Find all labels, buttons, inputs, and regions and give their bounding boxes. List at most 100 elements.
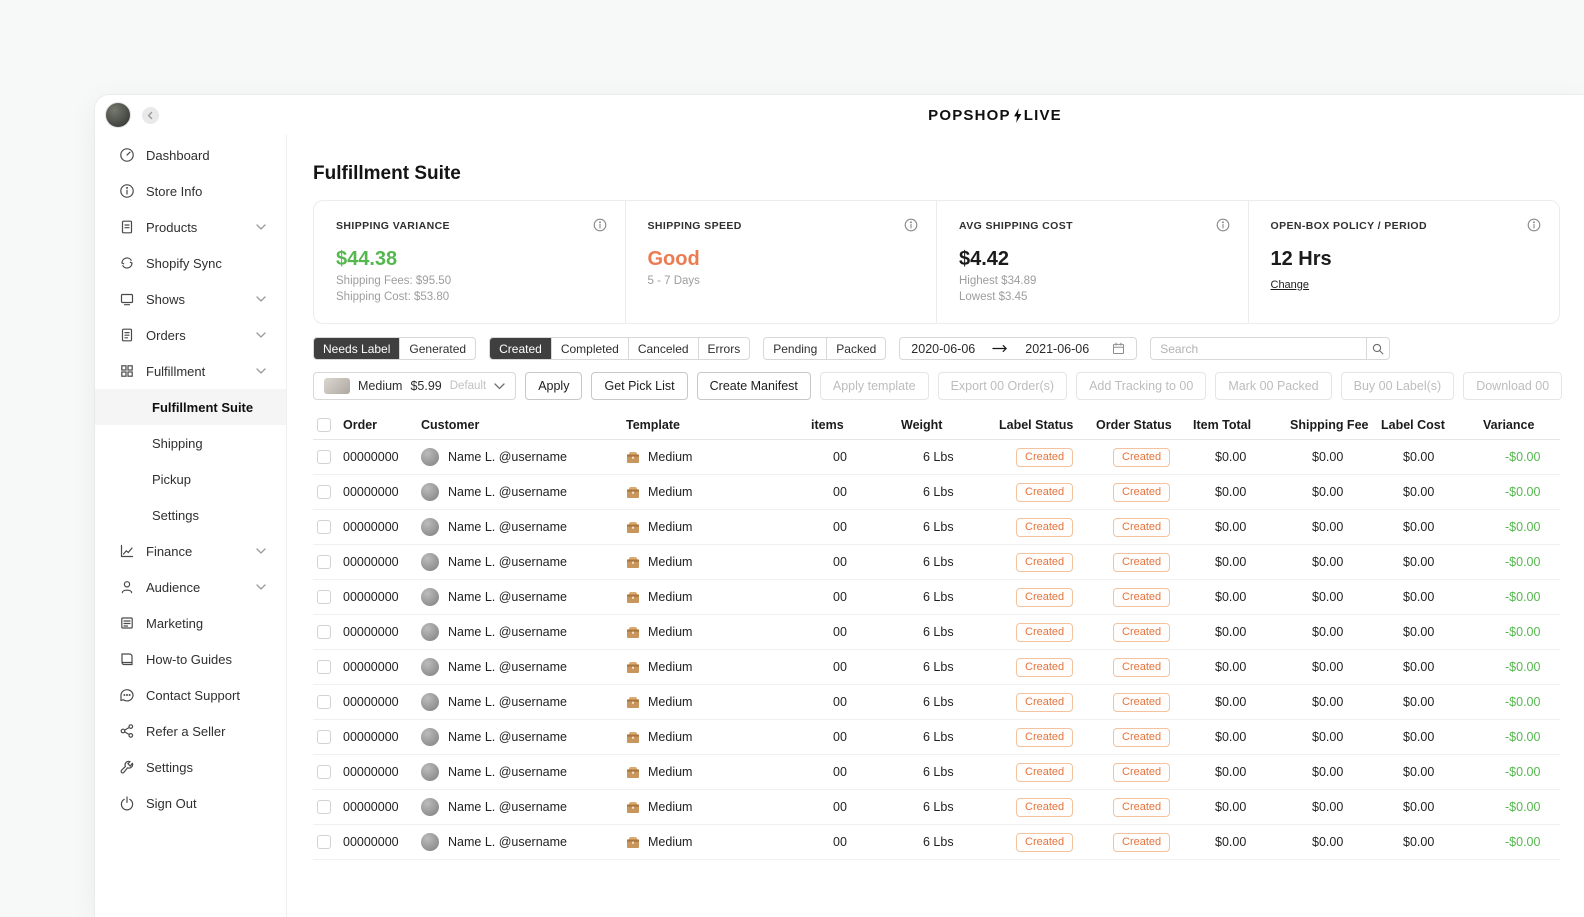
template-selected-price: $5.99	[410, 379, 442, 393]
info-icon[interactable]	[904, 218, 918, 232]
sidebar-item-marketing[interactable]: Marketing	[95, 605, 286, 641]
user-avatar[interactable]	[105, 102, 131, 128]
date-range-picker[interactable]: 2020-06-06 2021-06-06	[899, 337, 1138, 360]
sidebar-item-dashboard[interactable]: Dashboard	[95, 137, 286, 173]
create-manifest-button[interactable]: Create Manifest	[696, 372, 811, 400]
stat-value: Good	[647, 248, 700, 270]
table-row[interactable]: 00000000 Name L. @username Medium 00 6 L…	[313, 580, 1560, 615]
sidebar-sublabel: Pickup	[152, 471, 192, 487]
sidebar-label: Products	[146, 219, 198, 235]
change-policy-link[interactable]: Change	[1270, 279, 1310, 291]
row-checkbox[interactable]	[317, 625, 331, 639]
table-row[interactable]: 00000000 Name L. @username Medium 00 6 L…	[313, 685, 1560, 720]
sidebar-label: Shows	[146, 291, 186, 307]
customer-avatar	[421, 518, 439, 536]
buy-labels-button[interactable]: Buy 00 Label(s)	[1340, 372, 1455, 400]
search-icon[interactable]	[1366, 338, 1389, 359]
toggle-needs-label[interactable]: Needs Label	[314, 338, 401, 359]
sidebar-item-shows[interactable]: Shows	[95, 281, 286, 317]
info-icon[interactable]	[1527, 218, 1541, 232]
table-row[interactable]: 00000000 Name L. @username Medium 00 6 L…	[313, 650, 1560, 685]
shipping-fee-value: $0.00	[1312, 695, 1344, 709]
sidebar-item-contact-support[interactable]: Contact Support	[95, 677, 286, 713]
date-end[interactable]: 2021-06-06	[1025, 341, 1090, 356]
variance-value: -$0.00	[1505, 835, 1541, 849]
stat-subline: Lowest $3.45	[959, 291, 1028, 303]
mark-packed-button[interactable]: Mark 00 Packed	[1215, 372, 1332, 400]
row-checkbox[interactable]	[317, 765, 331, 779]
sidebar-item-settings[interactable]: Settings	[95, 749, 286, 785]
row-checkbox[interactable]	[317, 695, 331, 709]
toggle-pending[interactable]: Pending	[764, 338, 828, 359]
sidebar-subitem-fulfillment-suite[interactable]: Fulfillment Suite	[95, 389, 286, 425]
table-row[interactable]: 00000000 Name L. @username Medium 00 6 L…	[313, 790, 1560, 825]
item-total-value: $0.00	[1215, 625, 1247, 639]
get-pick-list-button[interactable]: Get Pick List	[591, 372, 688, 400]
back-button[interactable]	[142, 107, 159, 124]
toggle-generated[interactable]: Generated	[409, 341, 467, 356]
sidebar-item-audience[interactable]: Audience	[95, 569, 286, 605]
row-checkbox[interactable]	[317, 800, 331, 814]
table-row[interactable]: 00000000 Name L. @username Medium 00 6 L…	[313, 825, 1560, 860]
sidebar-subitem-settings[interactable]: Settings	[95, 497, 286, 533]
table-row[interactable]: 00000000 Name L. @username Medium 00 6 L…	[313, 545, 1560, 580]
toggle-created[interactable]: Created	[490, 338, 552, 359]
template-selector[interactable]: Medium $5.99 Default	[313, 372, 517, 400]
row-checkbox[interactable]	[317, 590, 331, 604]
info-icon[interactable]	[1216, 218, 1230, 232]
row-checkbox[interactable]	[317, 485, 331, 499]
template-name: Medium	[648, 625, 693, 639]
label-status-badge: Created	[1016, 517, 1074, 537]
row-checkbox[interactable]	[317, 730, 331, 744]
package-icon	[626, 731, 640, 744]
sidebar-item-products[interactable]: Products	[95, 209, 286, 245]
variance-value: -$0.00	[1505, 625, 1541, 639]
sidebar-item-how-to-guides[interactable]: How-to Guides	[95, 641, 286, 677]
order-id: 00000000	[343, 800, 399, 814]
order-id: 00000000	[343, 695, 399, 709]
table-row[interactable]: 00000000 Name L. @username Medium 00 6 L…	[313, 720, 1560, 755]
sidebar-item-refer-a-seller[interactable]: Refer a Seller	[95, 713, 286, 749]
row-checkbox[interactable]	[317, 555, 331, 569]
table-row[interactable]: 00000000 Name L. @username Medium 00 6 L…	[313, 615, 1560, 650]
row-checkbox[interactable]	[317, 450, 331, 464]
apply-template-button[interactable]: Apply template	[819, 372, 929, 400]
calendar-icon[interactable]	[1112, 342, 1125, 355]
row-checkbox[interactable]	[317, 835, 331, 849]
sidebar-item-store-info[interactable]: Store Info	[95, 173, 286, 209]
toggle-errors[interactable]: Errors	[707, 341, 741, 356]
sidebar-item-sign-out[interactable]: Sign Out	[95, 785, 286, 821]
item-total-value: $0.00	[1215, 765, 1247, 779]
add-tracking-button[interactable]: Add Tracking to 00	[1076, 372, 1207, 400]
toggle-completed[interactable]: Completed	[552, 338, 629, 359]
order-status-badge: Created	[1113, 517, 1171, 537]
download-button[interactable]: Download 00	[1463, 372, 1563, 400]
search-input[interactable]	[1151, 341, 1367, 356]
sidebar-label: Dashboard	[146, 147, 210, 163]
date-start[interactable]: 2020-06-06	[911, 341, 976, 356]
sidebar-subitem-shipping[interactable]: Shipping	[95, 425, 286, 461]
label-cost-value: $0.00	[1403, 730, 1435, 744]
row-checkbox[interactable]	[317, 520, 331, 534]
sidebar-item-finance[interactable]: Finance	[95, 533, 286, 569]
export-orders-button[interactable]: Export 00 Order(s)	[937, 372, 1068, 400]
toggle-canceled[interactable]: Canceled	[629, 338, 699, 359]
row-checkbox[interactable]	[317, 660, 331, 674]
item-total-value: $0.00	[1215, 730, 1247, 744]
sidebar-item-shopify-sync[interactable]: Shopify Sync	[95, 245, 286, 281]
table-row[interactable]: 00000000 Name L. @username Medium 00 6 L…	[313, 755, 1560, 790]
select-all-checkbox[interactable]	[317, 418, 331, 432]
toggle-packed[interactable]: Packed	[836, 341, 877, 356]
table-row[interactable]: 00000000 Name L. @username Medium 00 6 L…	[313, 440, 1560, 475]
table-row[interactable]: 00000000 Name L. @username Medium 00 6 L…	[313, 510, 1560, 545]
table-row[interactable]: 00000000 Name L. @username Medium 00 6 L…	[313, 475, 1560, 510]
item-total-value: $0.00	[1215, 835, 1247, 849]
label-cost-value: $0.00	[1403, 555, 1435, 569]
info-icon[interactable]	[593, 218, 607, 232]
stat-card-avg-shipping-cost: AVG SHIPPING COST $4.42 Highest $34.89 L…	[937, 201, 1249, 323]
chevron-down-icon	[256, 368, 266, 374]
sidebar-item-orders[interactable]: Orders	[95, 317, 286, 353]
apply-button[interactable]: Apply	[525, 372, 583, 400]
sidebar-item-fulfillment[interactable]: Fulfillment	[95, 353, 286, 389]
sidebar-subitem-pickup[interactable]: Pickup	[95, 461, 286, 497]
